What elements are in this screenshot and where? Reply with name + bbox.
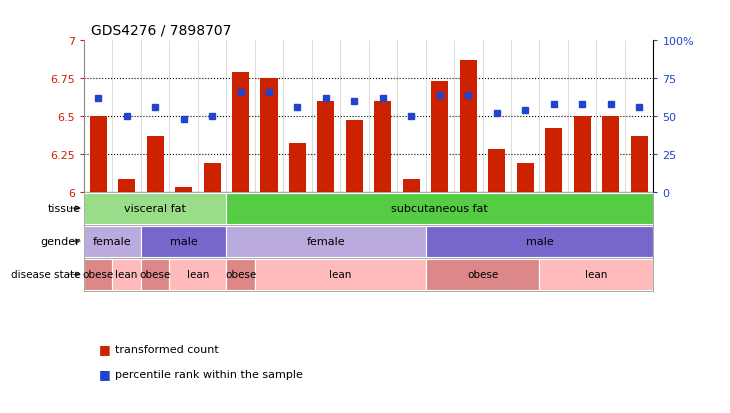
Bar (261, 79, 277, 192)
Bar (112, 259, 141, 290)
Bar (318, 102, 334, 192)
Text: male: male (526, 237, 553, 247)
Bar (118, 180, 135, 192)
Text: subcutaneous fat: subcutaneous fat (391, 204, 488, 214)
Text: obese: obese (225, 270, 256, 280)
Text: lean: lean (329, 270, 351, 280)
Bar (374, 102, 391, 192)
Bar (169, 259, 226, 290)
Bar (517, 164, 534, 192)
Bar (141, 259, 169, 290)
Bar (84, 226, 141, 257)
Bar (602, 116, 619, 192)
Bar (289, 144, 306, 192)
Text: visceral fat: visceral fat (124, 204, 186, 214)
Text: lean: lean (585, 270, 607, 280)
Text: transformed count: transformed count (115, 344, 218, 354)
Text: disease state: disease state (11, 270, 80, 280)
Bar (631, 136, 648, 192)
Bar (426, 226, 653, 257)
Bar (539, 259, 653, 290)
Bar (226, 226, 426, 257)
Text: tissue: tissue (47, 204, 80, 214)
Text: lean: lean (115, 270, 138, 280)
Text: female: female (307, 237, 345, 247)
Text: lean: lean (187, 270, 209, 280)
Text: obese: obese (467, 270, 498, 280)
Bar (426, 259, 539, 290)
Bar (255, 259, 426, 290)
Text: obese: obese (139, 270, 171, 280)
Bar (232, 73, 249, 192)
Text: gender: gender (41, 237, 80, 247)
Bar (147, 136, 164, 192)
Bar (431, 82, 448, 192)
Bar (141, 226, 226, 257)
Text: male: male (169, 237, 198, 247)
Bar (90, 116, 107, 192)
Text: GDS4276 / 7898707: GDS4276 / 7898707 (91, 23, 231, 37)
Text: female: female (93, 237, 131, 247)
Bar (545, 129, 562, 192)
Bar (460, 61, 477, 192)
Bar (204, 164, 220, 192)
Text: obese: obese (82, 270, 114, 280)
Bar (574, 116, 591, 192)
Bar (84, 259, 112, 290)
Bar (84, 193, 226, 224)
Bar (488, 150, 505, 192)
Text: ■: ■ (99, 342, 110, 356)
Bar (226, 193, 653, 224)
Bar (226, 259, 255, 290)
Text: percentile rank within the sample: percentile rank within the sample (115, 369, 302, 379)
Bar (403, 180, 420, 192)
Bar (175, 188, 192, 192)
Bar (346, 121, 363, 192)
Text: ■: ■ (99, 367, 110, 380)
